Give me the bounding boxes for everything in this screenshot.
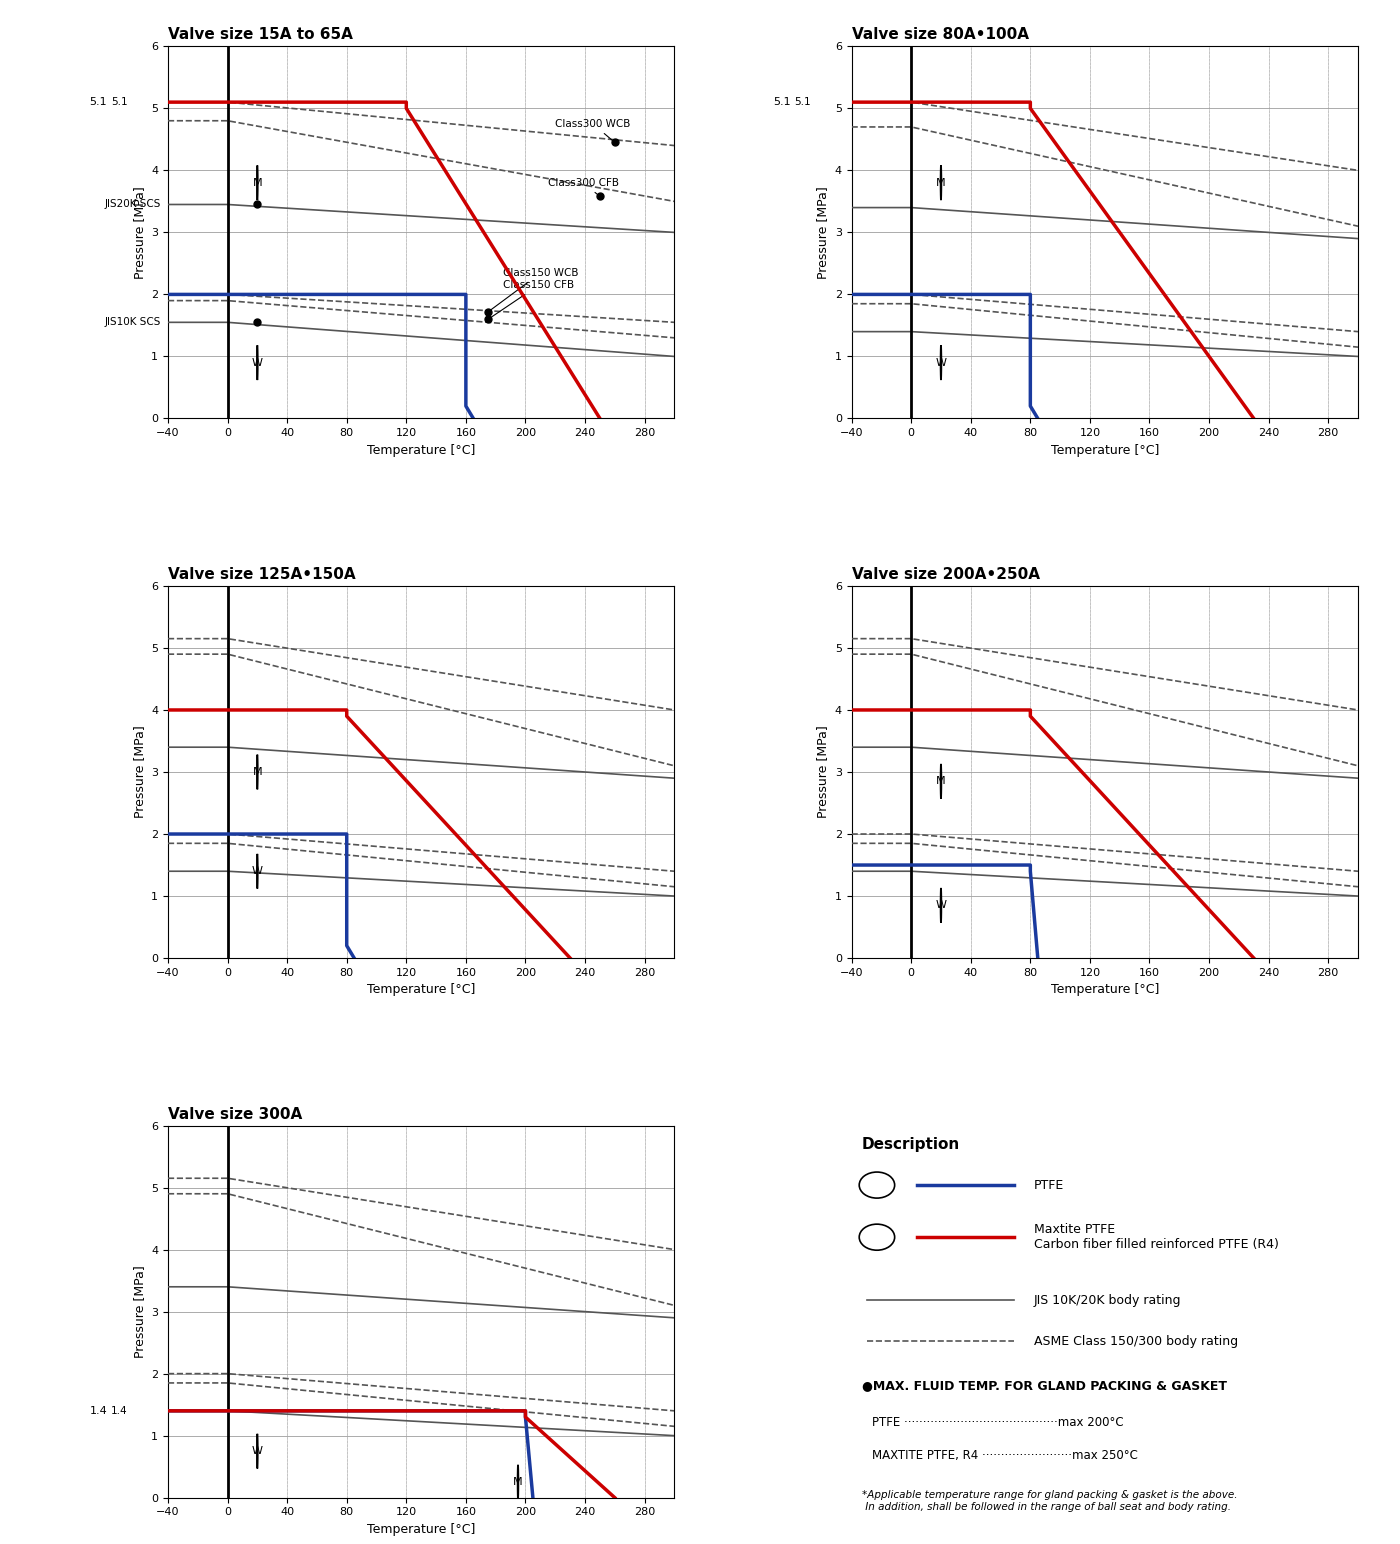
Text: ●MAX. FLUID TEMP. FOR GLAND PACKING & GASKET: ●MAX. FLUID TEMP. FOR GLAND PACKING & GA… <box>862 1379 1226 1391</box>
Text: Class150 CFB: Class150 CFB <box>490 279 574 318</box>
Text: 5.1: 5.1 <box>773 97 791 107</box>
Y-axis label: Pressure [MPa]: Pressure [MPa] <box>133 1265 146 1359</box>
Text: 1.4: 1.4 <box>111 1407 127 1416</box>
Text: 5.1: 5.1 <box>111 97 127 107</box>
Y-axis label: Pressure [MPa]: Pressure [MPa] <box>133 185 146 279</box>
Text: ASME Class 150/300 body rating: ASME Class 150/300 body rating <box>1035 1336 1238 1348</box>
Text: PTFE: PTFE <box>1035 1178 1064 1192</box>
Text: 5.1: 5.1 <box>794 97 811 107</box>
Text: MAXTITE PTFE, R4 ························max 250°C: MAXTITE PTFE, R4 ·······················… <box>872 1450 1138 1462</box>
Text: JIS 10K/20K body rating: JIS 10K/20K body rating <box>1035 1294 1182 1306</box>
Text: M: M <box>937 777 946 786</box>
Text: 1.4: 1.4 <box>90 1407 108 1416</box>
Circle shape <box>860 1224 895 1251</box>
Y-axis label: Pressure [MPa]: Pressure [MPa] <box>816 185 829 279</box>
Text: 5.1: 5.1 <box>90 97 108 107</box>
Text: Description: Description <box>862 1136 960 1152</box>
Text: W: W <box>935 358 946 367</box>
X-axis label: Temperature [°C]: Temperature [°C] <box>367 984 476 996</box>
Text: Maxtite PTFE
Carbon fiber filled reinforced PTFE (R4): Maxtite PTFE Carbon fiber filled reinfor… <box>1035 1223 1278 1251</box>
Text: Valve size 15A to 65A: Valve size 15A to 65A <box>168 28 353 42</box>
Text: W: W <box>935 900 946 911</box>
Text: Valve size 200A•250A: Valve size 200A•250A <box>851 567 1040 582</box>
Text: Class300 WCB: Class300 WCB <box>556 119 630 141</box>
Text: W: W <box>871 1180 882 1190</box>
Text: JIS20K SCS: JIS20K SCS <box>104 199 161 210</box>
Text: M: M <box>514 1478 522 1487</box>
X-axis label: Temperature [°C]: Temperature [°C] <box>367 443 476 457</box>
Circle shape <box>860 1172 895 1198</box>
Text: W: W <box>252 1447 263 1456</box>
X-axis label: Temperature [°C]: Temperature [°C] <box>367 1522 476 1536</box>
X-axis label: Temperature [°C]: Temperature [°C] <box>1050 984 1159 996</box>
Text: Class300 CFB: Class300 CFB <box>547 178 619 195</box>
Text: M: M <box>252 178 262 188</box>
Text: W: W <box>252 866 263 877</box>
Y-axis label: Pressure [MPa]: Pressure [MPa] <box>816 726 829 818</box>
Text: *Applicable temperature range for gland packing & gasket is the above.
 In addit: *Applicable temperature range for gland … <box>862 1490 1238 1512</box>
Text: JIS10K SCS: JIS10K SCS <box>104 318 161 327</box>
Text: Valve size 300A: Valve size 300A <box>168 1107 302 1121</box>
Text: M: M <box>872 1232 882 1243</box>
Text: Valve size 125A•150A: Valve size 125A•150A <box>168 567 356 582</box>
Text: M: M <box>252 767 262 777</box>
Text: M: M <box>937 178 946 188</box>
Text: PTFE ·········································max 200°C: PTFE ···································… <box>872 1416 1123 1428</box>
Text: W: W <box>252 358 263 367</box>
X-axis label: Temperature [°C]: Temperature [°C] <box>1050 443 1159 457</box>
Text: Valve size 80A•100A: Valve size 80A•100A <box>851 28 1029 42</box>
Y-axis label: Pressure [MPa]: Pressure [MPa] <box>133 726 146 818</box>
Text: Class150 WCB: Class150 WCB <box>490 267 578 310</box>
